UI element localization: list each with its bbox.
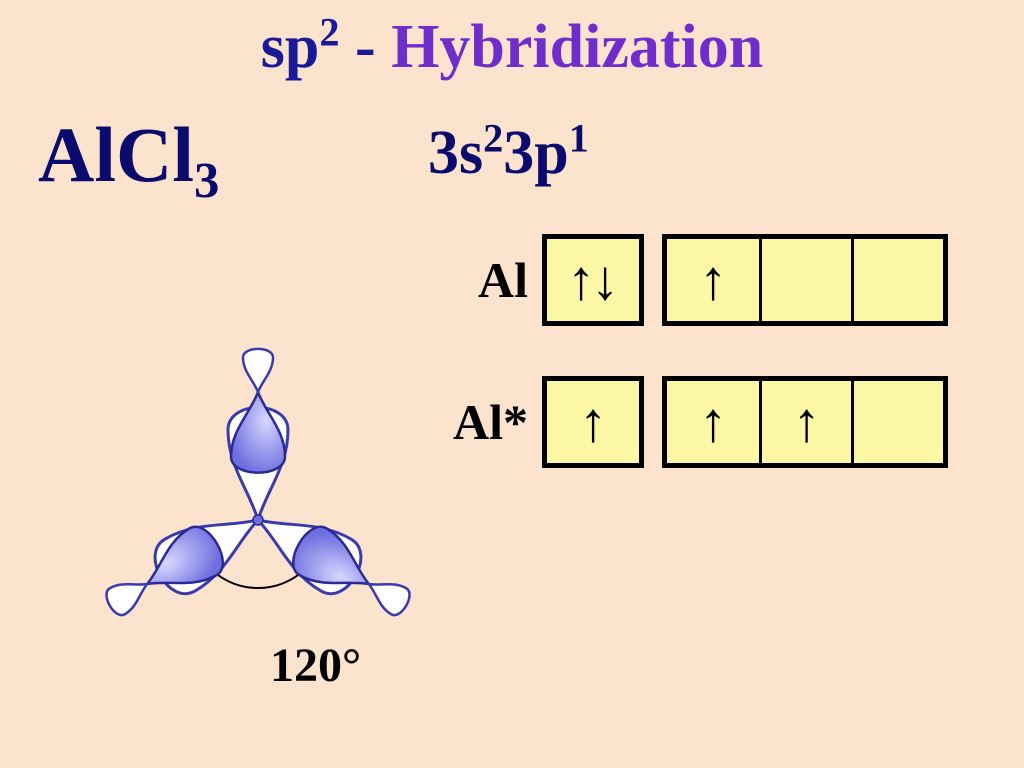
title-sp: sp xyxy=(261,13,320,81)
compound-base: AlCl xyxy=(38,111,194,198)
orbital-cell: ↑↓ xyxy=(547,239,639,321)
config-3s: 3s xyxy=(428,119,483,187)
orbital-diagram xyxy=(18,210,498,730)
orbital-cell: ↑ xyxy=(667,381,759,463)
title-hybrid: Hybridization xyxy=(391,13,763,81)
p-orbital-group: ↑↑ xyxy=(662,376,948,468)
title-sp-sup: 2 xyxy=(319,9,339,54)
hybrid-bond-group xyxy=(95,494,273,632)
center-atom xyxy=(253,515,263,525)
cl-p-lobe-small xyxy=(243,349,273,392)
electron-config: 3s23p1 xyxy=(428,118,589,189)
title-separator: - xyxy=(340,13,392,81)
orbital-cell: ↑ xyxy=(759,381,851,463)
hybrid-bond-group xyxy=(228,349,288,520)
compound-formula: AlCl3 xyxy=(38,110,219,200)
s-orbital-group: ↑↓ xyxy=(542,234,644,326)
config-3p-sup: 1 xyxy=(569,115,589,160)
cl-p-lobe-small xyxy=(102,571,154,619)
page-title: sp2 - Hybridization xyxy=(0,12,1024,83)
cl-p-lobe-small xyxy=(361,571,413,619)
orbital-cell xyxy=(851,381,943,463)
orbital-cell xyxy=(851,239,943,321)
config-3s-sup: 2 xyxy=(483,115,503,160)
orbital-boxes: ↑↓ ↑ xyxy=(542,234,948,326)
orbital-cell xyxy=(759,239,851,321)
compound-sub: 3 xyxy=(194,153,219,209)
p-orbital-group: ↑ xyxy=(662,234,948,326)
orbital-cell: ↑ xyxy=(667,239,759,321)
orbital-boxes: ↑↑↑ xyxy=(542,376,948,468)
config-3p: 3p xyxy=(503,119,568,187)
orbital-cell: ↑ xyxy=(547,381,639,463)
cl-p-lobe-large xyxy=(231,392,285,473)
hybrid-bond-group xyxy=(243,494,421,632)
s-orbital-group: ↑ xyxy=(542,376,644,468)
